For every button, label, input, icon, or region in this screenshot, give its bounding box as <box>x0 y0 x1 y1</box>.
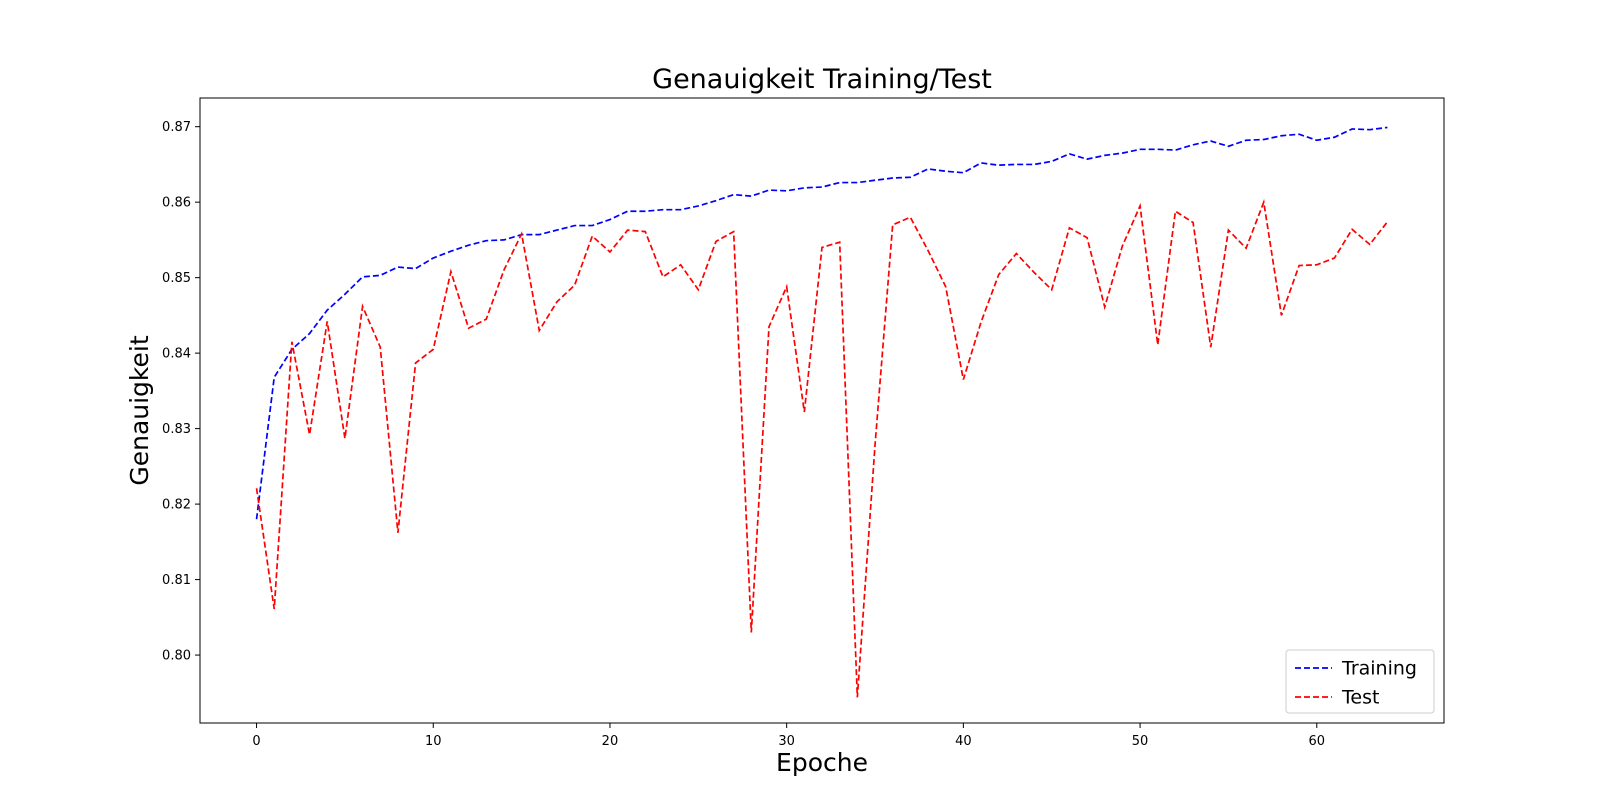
x-tick-label: 60 <box>1308 734 1325 749</box>
x-tick-label: 40 <box>955 734 972 749</box>
series-line-training <box>255 126 1388 520</box>
plot-frame <box>199 97 1445 724</box>
legend-label-training: Training <box>1341 658 1417 680</box>
x-tick-label: 10 <box>425 734 442 749</box>
legend: Training Test <box>1285 649 1435 714</box>
y-tick-label: 0.86 <box>162 196 191 211</box>
x-tick-label: 20 <box>602 734 619 749</box>
y-axis-label: Genauigkeit <box>125 335 154 485</box>
y-tick-label: 0.80 <box>162 649 191 664</box>
series-line-test <box>255 198 1389 698</box>
legend-label-test: Test <box>1341 687 1379 709</box>
y-tick-label: 0.84 <box>162 347 191 362</box>
y-tick-label: 0.87 <box>162 120 191 135</box>
y-tick-label: 0.83 <box>162 422 191 437</box>
x-axis-label: Epoche <box>776 748 868 777</box>
axes-layer: 0 10 20 30 40 50 60 0.80 0.81 0.82 0.83 0.84 0.85 0.8… <box>162 97 1445 749</box>
chart-title-text: Genauigkeit Training/Test <box>652 64 992 95</box>
x-tick-label: 50 <box>1132 734 1149 749</box>
y-tick-label: 0.81 <box>162 573 191 588</box>
x-tick-label: 0 <box>252 734 260 749</box>
x-tick-label: 30 <box>778 734 795 749</box>
series-layer <box>255 126 1389 698</box>
y-tick-label: 0.82 <box>162 498 191 513</box>
y-tick-label: 0.85 <box>162 271 191 286</box>
chart-title: Genauigkeit Training/Test <box>652 64 992 95</box>
